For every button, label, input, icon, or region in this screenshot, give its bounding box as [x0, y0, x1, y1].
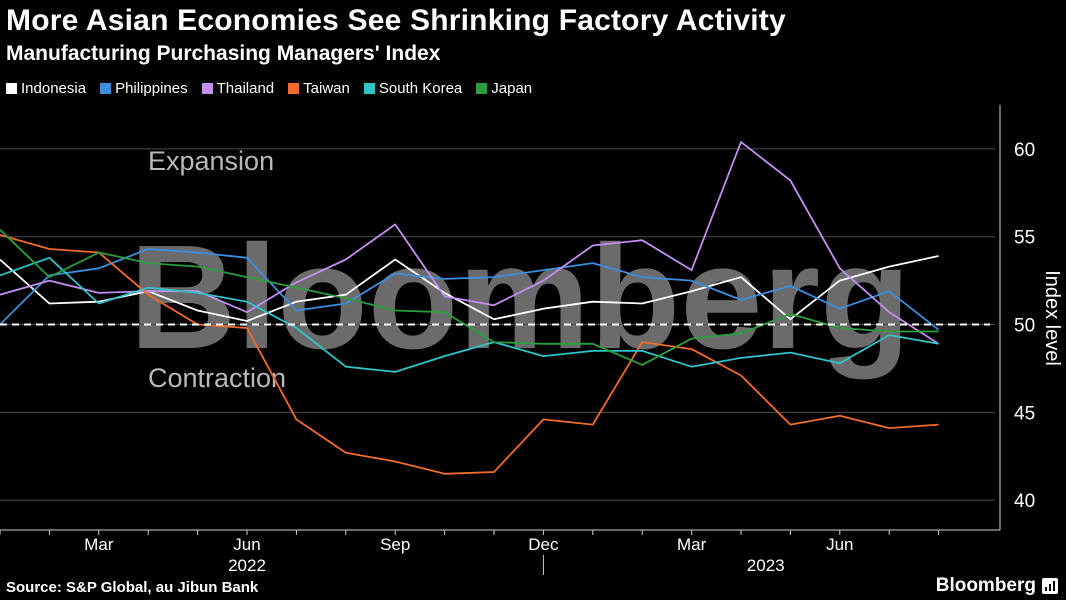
x-tick-label: Sep	[380, 535, 410, 554]
source-note: Source: S&P Global, au Jibun Bank	[6, 579, 259, 596]
legend-swatch	[476, 83, 488, 94]
chart-subtitle: Manufacturing Purchasing Managers' Index	[6, 42, 441, 65]
x-tick-label: Jun	[826, 535, 853, 554]
y-tick-label: 45	[1014, 403, 1035, 424]
legend-label: Philippines	[115, 80, 188, 97]
annotation-expansion: Expansion	[148, 146, 274, 176]
y-tick-label: 55	[1014, 228, 1035, 249]
watermark: Bloomberg	[129, 215, 910, 380]
legend-swatch	[288, 83, 300, 94]
x-tick-label: Dec	[528, 535, 559, 554]
legend-item: Taiwan	[288, 80, 350, 97]
series-line	[0, 234, 939, 475]
legend-swatch	[363, 83, 375, 94]
series-line	[0, 140, 940, 345]
annotation-contraction: Contraction	[148, 363, 286, 393]
x-tick-label: Jun	[233, 535, 260, 554]
year-label: 2023	[747, 556, 785, 575]
bar-chart-icon	[1042, 578, 1058, 594]
legend-item: Philippines	[100, 80, 188, 97]
legend-swatch	[201, 83, 213, 94]
legend-swatch	[6, 83, 17, 94]
y-tick-label: 40	[1014, 491, 1035, 512]
legend-label: Japan	[491, 80, 533, 97]
legend-label: South Korea	[378, 80, 463, 97]
series-line	[0, 229, 939, 366]
legend: Indonesia Philippines Thailand Taiwan South …	[6, 80, 532, 97]
legend-item: Japan	[476, 80, 532, 97]
legend-item: Thailand	[201, 80, 275, 97]
series-line	[0, 255, 939, 322]
legend-label: Indonesia	[21, 80, 87, 97]
series-line	[0, 256, 939, 373]
legend-item: Indonesia	[6, 80, 86, 97]
y-tick-label: 60	[1014, 140, 1035, 161]
y-tick-label: 50	[1014, 316, 1035, 337]
x-tick-label: Mar	[84, 535, 114, 554]
x-tick-label: Mar	[677, 535, 707, 554]
year-label: 2022	[228, 556, 266, 575]
y-axis-label: Index level	[1041, 270, 1063, 366]
chart-title: More Asian Economies See Shrinking Facto…	[6, 4, 786, 37]
series-line	[0, 248, 940, 331]
legend-label: Taiwan	[303, 80, 350, 97]
legend-swatch	[100, 83, 112, 94]
legend-item: South Korea	[363, 80, 463, 97]
legend-label: Thailand	[216, 80, 275, 97]
brand-logo-text: Bloomberg	[935, 575, 1036, 596]
